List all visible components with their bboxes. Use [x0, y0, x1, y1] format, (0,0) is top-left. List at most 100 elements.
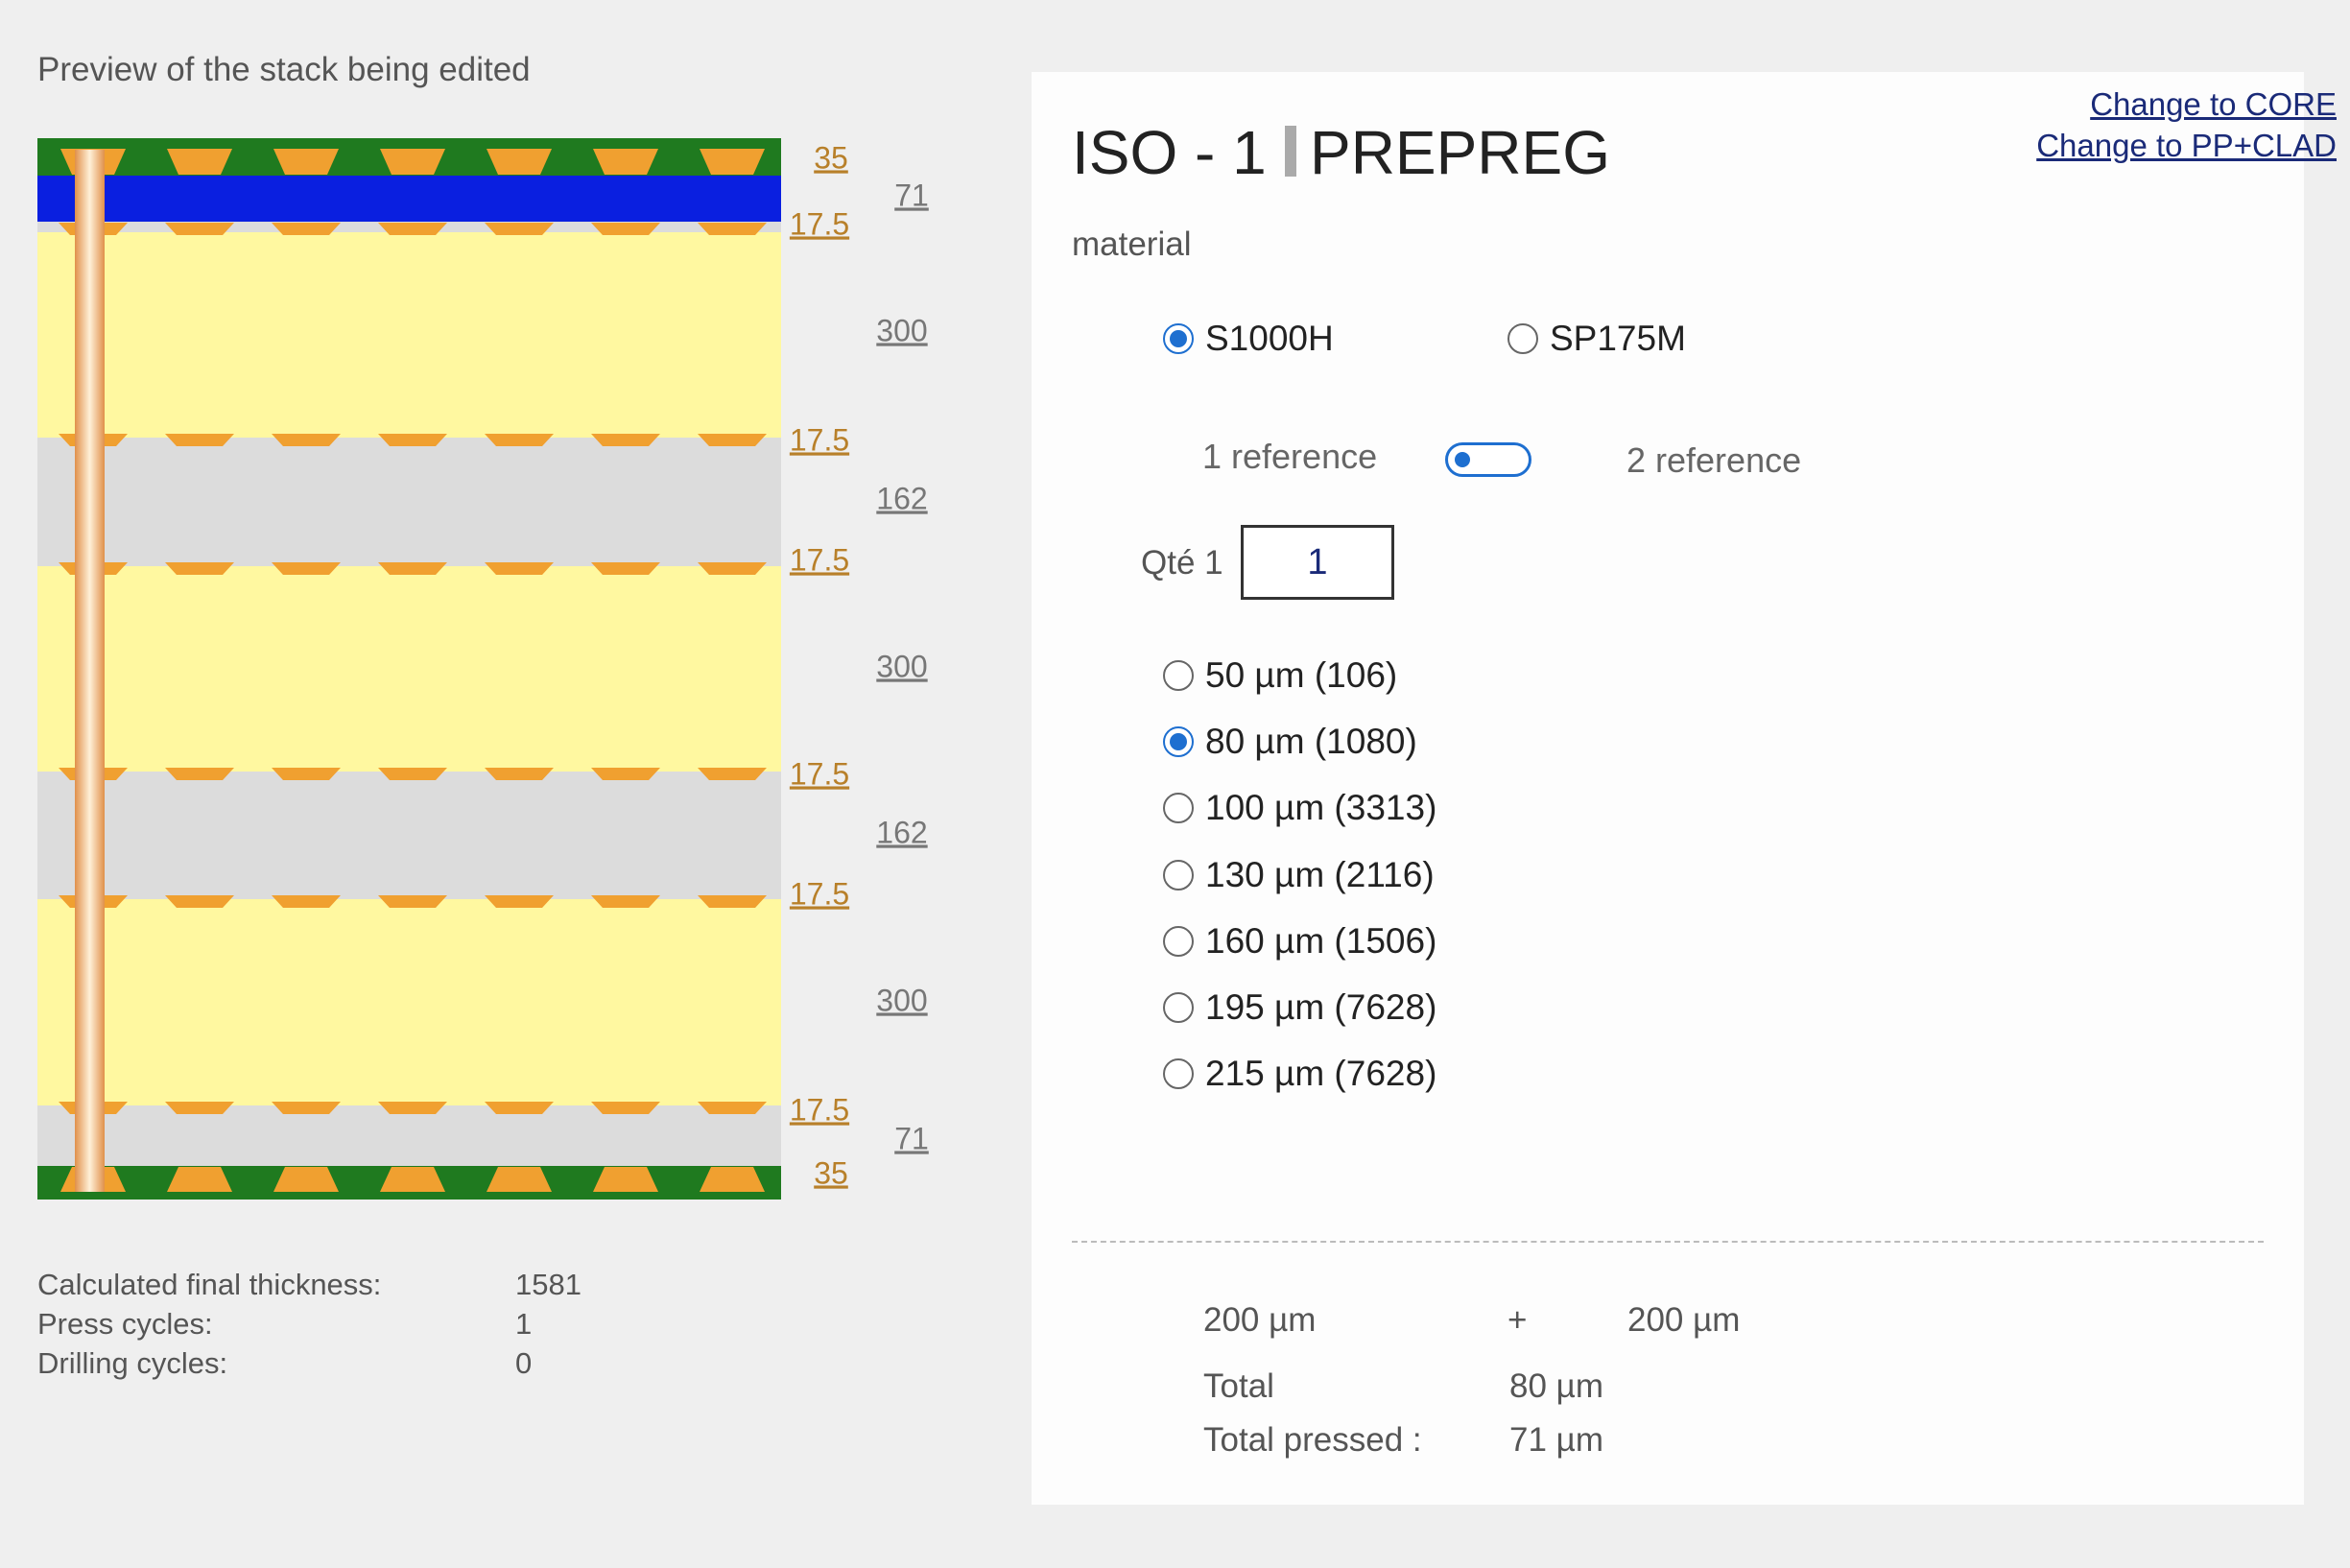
- stat-label: Calculated final thickness:: [37, 1268, 382, 1301]
- copper-label: 17.5: [790, 206, 849, 241]
- radio-label: 130 µm (2116): [1205, 854, 1435, 894]
- copper-trace: [165, 562, 234, 575]
- copper-pad: [380, 1167, 445, 1192]
- copper-pad: [593, 149, 658, 175]
- copper-trace: [378, 562, 447, 575]
- radio-label: S1000H: [1205, 319, 1334, 358]
- summary-text: 80 µm: [1509, 1367, 1603, 1405]
- radio-label: SP175M: [1550, 319, 1686, 358]
- summary-text: 200 µm: [1203, 1301, 1317, 1339]
- copper-pad: [487, 149, 552, 175]
- copper-trace: [378, 1102, 447, 1114]
- copper-pad: [593, 1167, 658, 1192]
- dielectric-label: 71: [894, 1121, 929, 1155]
- copper-trace: [165, 434, 234, 446]
- summary-text: 200 µm: [1627, 1301, 1741, 1339]
- copper-trace: [591, 895, 660, 908]
- copper-trace: [485, 223, 554, 235]
- copper-pad: [167, 1167, 232, 1192]
- copper-trace: [591, 223, 660, 235]
- dielectric-label: 300: [876, 983, 927, 1017]
- copper-trace: [272, 434, 341, 446]
- radio[interactable]: [1163, 859, 1194, 891]
- summary-text: 71 µm: [1509, 1421, 1603, 1459]
- copper-pad: [167, 149, 232, 175]
- copper-pad: [700, 149, 765, 175]
- link[interactable]: Change to PP+CLAD: [2036, 128, 2337, 163]
- radio-label: 100 µm (3313): [1205, 788, 1437, 828]
- copper-trace: [485, 895, 554, 908]
- copper-trace: [698, 895, 767, 908]
- copper-trace: [165, 1102, 234, 1114]
- layer: [37, 772, 781, 899]
- stat-value: 0: [515, 1346, 533, 1380]
- copper-pad: [700, 1167, 765, 1192]
- copper-label: 17.5: [790, 1092, 849, 1127]
- copper-label: 17.5: [790, 756, 849, 791]
- copper-label: 17.5: [790, 542, 849, 577]
- radio[interactable]: [1163, 726, 1194, 758]
- copper-trace: [378, 768, 447, 780]
- copper-label: 35: [814, 1155, 848, 1190]
- summary-text: Total: [1203, 1367, 1274, 1405]
- copper-trace: [698, 768, 767, 780]
- radio-label: 160 µm (1506): [1205, 920, 1437, 961]
- copper-trace: [698, 223, 767, 235]
- quantity-label: Qté 1: [1141, 544, 1223, 582]
- stat-label: Press cycles:: [37, 1307, 213, 1341]
- copper-label: 17.5: [790, 876, 849, 911]
- radio[interactable]: [1163, 660, 1194, 691]
- link[interactable]: Change to CORE: [2090, 86, 2337, 122]
- radio-label: 50 µm (106): [1205, 655, 1398, 695]
- radio[interactable]: [1163, 323, 1194, 354]
- editor-kind: PREPREG: [1310, 118, 1610, 187]
- copper-pad: [380, 149, 445, 175]
- separator: [1285, 126, 1296, 177]
- radio[interactable]: [1163, 1058, 1194, 1090]
- layer: [37, 438, 781, 566]
- toggle[interactable]: [1445, 442, 1531, 477]
- dielectric-label: 162: [876, 815, 927, 849]
- copper-trace: [698, 1102, 767, 1114]
- stat-value: 1581: [515, 1268, 582, 1301]
- radio[interactable]: [1163, 925, 1194, 957]
- summary-text: Total pressed :: [1203, 1421, 1422, 1459]
- dielectric-label: 300: [876, 313, 927, 347]
- stat-value: 1: [515, 1307, 533, 1341]
- dielectric-label: 300: [876, 649, 927, 683]
- via: [75, 150, 105, 1192]
- dielectric-label: 71: [894, 178, 929, 212]
- copper-trace: [485, 562, 554, 575]
- radio[interactable]: [1507, 323, 1538, 354]
- copper-trace: [591, 562, 660, 575]
- copper-trace: [165, 223, 234, 235]
- preview-title: Preview of the stack being edited: [37, 51, 531, 88]
- copper-trace: [591, 1102, 660, 1114]
- radio-label: 80 µm (1080): [1205, 722, 1417, 762]
- copper-trace: [378, 895, 447, 908]
- copper-trace: [378, 223, 447, 235]
- quantity-input[interactable]: 1: [1241, 525, 1394, 600]
- editor-panel: [1032, 72, 2304, 1505]
- toggle-label: 2 reference: [1626, 440, 1802, 480]
- stat-label: Drilling cycles:: [37, 1346, 228, 1380]
- radio[interactable]: [1163, 992, 1194, 1023]
- copper-trace: [485, 768, 554, 780]
- copper-trace: [378, 434, 447, 446]
- layer: [37, 899, 781, 1105]
- copper-trace: [272, 768, 341, 780]
- section-label: material: [1072, 226, 1192, 263]
- copper-label: 17.5: [790, 422, 849, 457]
- layer: [37, 566, 781, 772]
- copper-trace: [272, 223, 341, 235]
- copper-trace: [165, 768, 234, 780]
- stack-diagram: 35 17.5 17.5 17.5 17.5 17.5 17.5 35 71 300 162 300 1…: [37, 138, 929, 1200]
- radio-label: 215 µm (7628): [1205, 1054, 1437, 1094]
- layer: [37, 176, 781, 222]
- copper-pad: [273, 149, 339, 175]
- copper-trace: [591, 434, 660, 446]
- radio[interactable]: [1163, 793, 1194, 824]
- divider: [1072, 1241, 2264, 1243]
